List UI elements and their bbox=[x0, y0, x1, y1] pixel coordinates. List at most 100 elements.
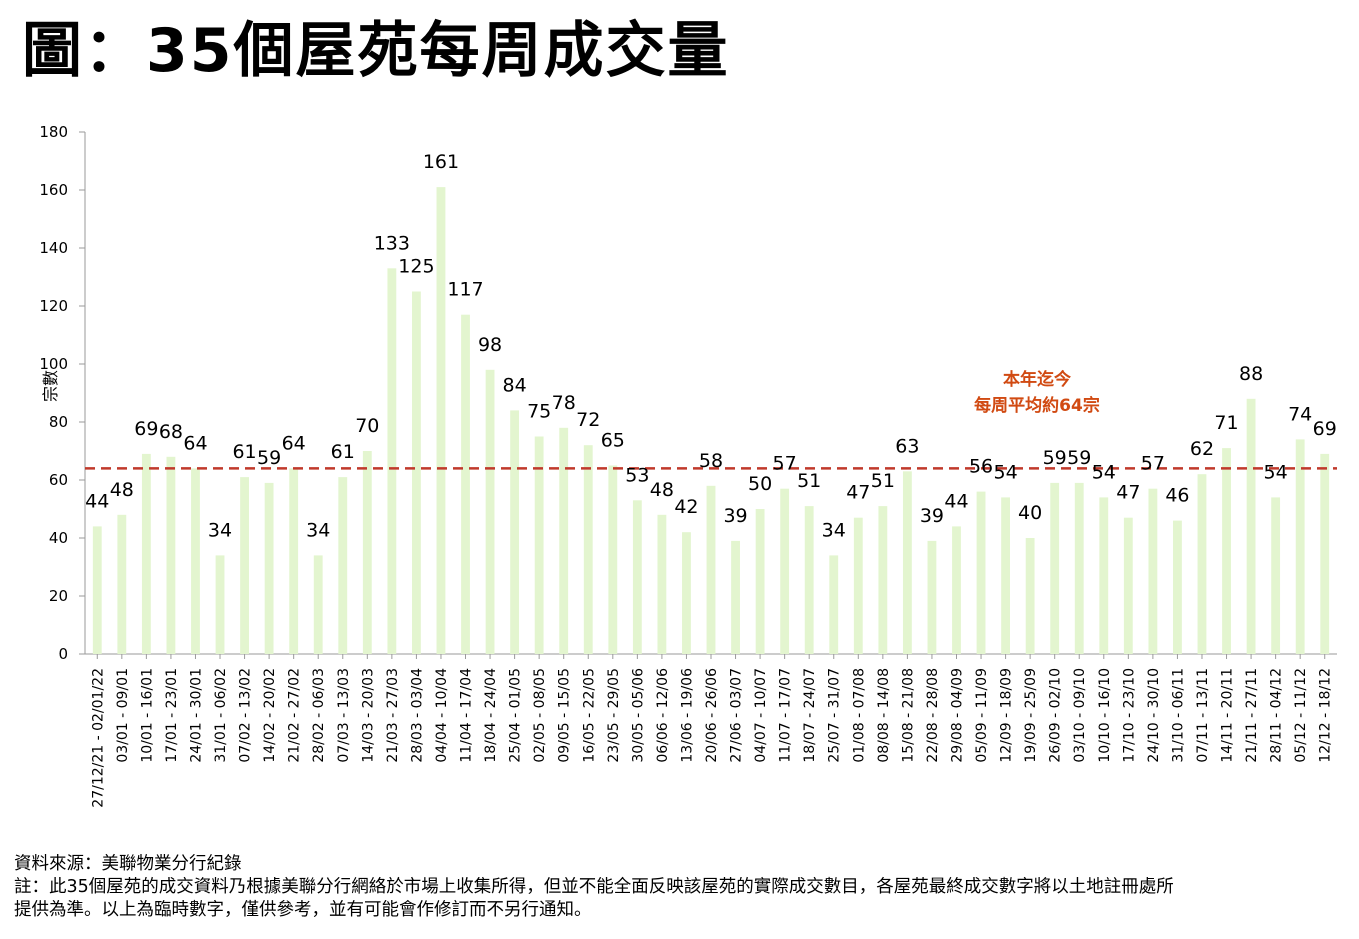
x-tick-label: 16/05 - 22/05 bbox=[581, 668, 597, 763]
data-label: 57 bbox=[1141, 453, 1165, 475]
x-tick-label: 25/07 - 31/07 bbox=[827, 668, 843, 763]
bar bbox=[166, 456, 176, 654]
bar bbox=[632, 500, 642, 654]
data-label: 61 bbox=[232, 441, 256, 463]
bar bbox=[215, 555, 225, 654]
bar bbox=[1320, 453, 1330, 654]
x-tick-label: 14/03 - 20/03 bbox=[360, 668, 376, 763]
bar bbox=[731, 540, 740, 654]
x-tick-label: 12/09 - 18/09 bbox=[999, 668, 1015, 763]
bar bbox=[706, 485, 716, 654]
bar bbox=[878, 506, 888, 654]
data-label: 98 bbox=[478, 334, 502, 356]
x-tick-label: 31/01 - 06/02 bbox=[213, 668, 229, 763]
data-label: 62 bbox=[1190, 438, 1214, 460]
x-tick-label: 12/12 - 18/12 bbox=[1318, 668, 1334, 763]
bar bbox=[853, 517, 863, 654]
x-tick-label: 22/08 - 28/08 bbox=[925, 668, 941, 763]
data-label: 70 bbox=[355, 415, 379, 437]
x-tick-label: 03/10 - 09/10 bbox=[1072, 668, 1088, 763]
bar bbox=[1222, 448, 1231, 654]
x-tick-label: 25/04 - 01/05 bbox=[508, 668, 524, 763]
bar bbox=[1246, 398, 1256, 654]
x-tick-label: 07/02 - 13/02 bbox=[238, 668, 254, 763]
x-tick-label: 27/06 - 03/07 bbox=[729, 668, 745, 763]
data-label: 48 bbox=[110, 479, 134, 501]
data-label: 59 bbox=[257, 447, 281, 469]
data-label: 40 bbox=[1018, 502, 1042, 524]
data-label: 51 bbox=[797, 470, 821, 492]
x-tick-label: 31/10 - 06/11 bbox=[1170, 668, 1186, 763]
x-tick-label: 18/07 - 24/07 bbox=[802, 668, 818, 763]
x-tick-label: 14/02 - 20/02 bbox=[262, 668, 278, 763]
bar bbox=[117, 514, 127, 654]
data-label: 34 bbox=[208, 519, 232, 541]
bar bbox=[436, 187, 446, 654]
x-tick-label: 06/06 - 12/06 bbox=[655, 668, 671, 763]
bar bbox=[1197, 474, 1207, 654]
data-label: 47 bbox=[846, 482, 870, 504]
bar bbox=[461, 314, 470, 654]
data-label: 75 bbox=[527, 401, 551, 423]
x-tick-label: 28/02 - 06/03 bbox=[311, 668, 327, 763]
x-tick-label: 21/03 - 27/03 bbox=[385, 668, 401, 763]
data-label: 69 bbox=[1313, 418, 1337, 440]
x-tick-label: 29/08 - 04/09 bbox=[949, 668, 965, 763]
data-label: 47 bbox=[1116, 482, 1140, 504]
bar bbox=[755, 509, 765, 654]
bar bbox=[829, 555, 839, 654]
bar bbox=[1148, 488, 1158, 654]
data-label: 59 bbox=[1067, 447, 1091, 469]
x-tick-label: 28/03 - 03/04 bbox=[409, 668, 425, 763]
source-note: 資料來源：美聯物業分行紀錄 bbox=[14, 854, 242, 874]
x-tick-label: 28/11 - 04/12 bbox=[1269, 668, 1285, 763]
bar bbox=[92, 526, 102, 654]
data-label: 46 bbox=[1165, 485, 1189, 507]
x-tick-label: 23/05 - 29/05 bbox=[606, 668, 622, 763]
data-label: 56 bbox=[969, 456, 993, 478]
disclaimer-line-1: 註：此35個屋苑的成交資料乃根據美聯分行網絡於市場上收集所得，但並不能全面反映該… bbox=[14, 877, 1174, 897]
x-tick-label: 26/09 - 02/10 bbox=[1048, 668, 1064, 763]
x-tick-label: 08/08 - 14/08 bbox=[876, 668, 892, 763]
x-tick-label: 14/11 - 20/11 bbox=[1220, 668, 1236, 763]
data-label: 39 bbox=[723, 505, 747, 527]
data-label: 68 bbox=[159, 421, 183, 443]
bar bbox=[1001, 497, 1011, 654]
x-axis-labels: 27/12/21 - 02/01/22 03/01 - 09/01 10/01 - … bbox=[90, 654, 1334, 808]
bar bbox=[141, 453, 151, 654]
bar bbox=[1123, 517, 1133, 654]
bar bbox=[510, 410, 520, 654]
bar-series bbox=[92, 187, 1330, 654]
x-tick-label: 04/07 - 10/07 bbox=[753, 668, 769, 763]
bar bbox=[1074, 482, 1084, 654]
bar bbox=[1025, 538, 1035, 654]
x-tick-label: 07/03 - 13/03 bbox=[336, 668, 352, 763]
x-tick-label: 20/06 - 26/06 bbox=[704, 668, 720, 763]
x-tick-label: 05/12 - 11/12 bbox=[1293, 668, 1309, 763]
data-label: 34 bbox=[306, 519, 330, 541]
y-tick-label: 40 bbox=[49, 529, 68, 547]
bar bbox=[191, 468, 200, 654]
y-tick-label: 0 bbox=[58, 645, 68, 663]
chart-title: 圖：35個屋苑每周成交量 bbox=[22, 16, 730, 86]
x-tick-label: 17/10 - 23/10 bbox=[1121, 668, 1137, 763]
data-label: 44 bbox=[944, 490, 968, 512]
x-tick-label: 24/10 - 30/10 bbox=[1146, 668, 1162, 763]
data-label: 63 bbox=[895, 435, 919, 457]
bar bbox=[1099, 497, 1109, 654]
bar bbox=[682, 532, 691, 654]
data-label: 161 bbox=[423, 151, 459, 173]
x-tick-label: 21/11 - 27/11 bbox=[1244, 668, 1260, 763]
data-label: 78 bbox=[552, 392, 576, 414]
x-tick-label: 13/06 - 19/06 bbox=[679, 668, 695, 763]
bar bbox=[362, 451, 372, 654]
x-tick-label: 04/04 - 10/04 bbox=[434, 668, 450, 763]
x-tick-label: 05/09 - 11/09 bbox=[974, 668, 990, 763]
data-label: 57 bbox=[773, 453, 797, 475]
data-label: 48 bbox=[650, 479, 674, 501]
data-label: 64 bbox=[183, 432, 207, 454]
x-tick-label: 10/10 - 16/10 bbox=[1097, 668, 1113, 763]
x-tick-label: 07/11 - 13/11 bbox=[1195, 668, 1211, 763]
